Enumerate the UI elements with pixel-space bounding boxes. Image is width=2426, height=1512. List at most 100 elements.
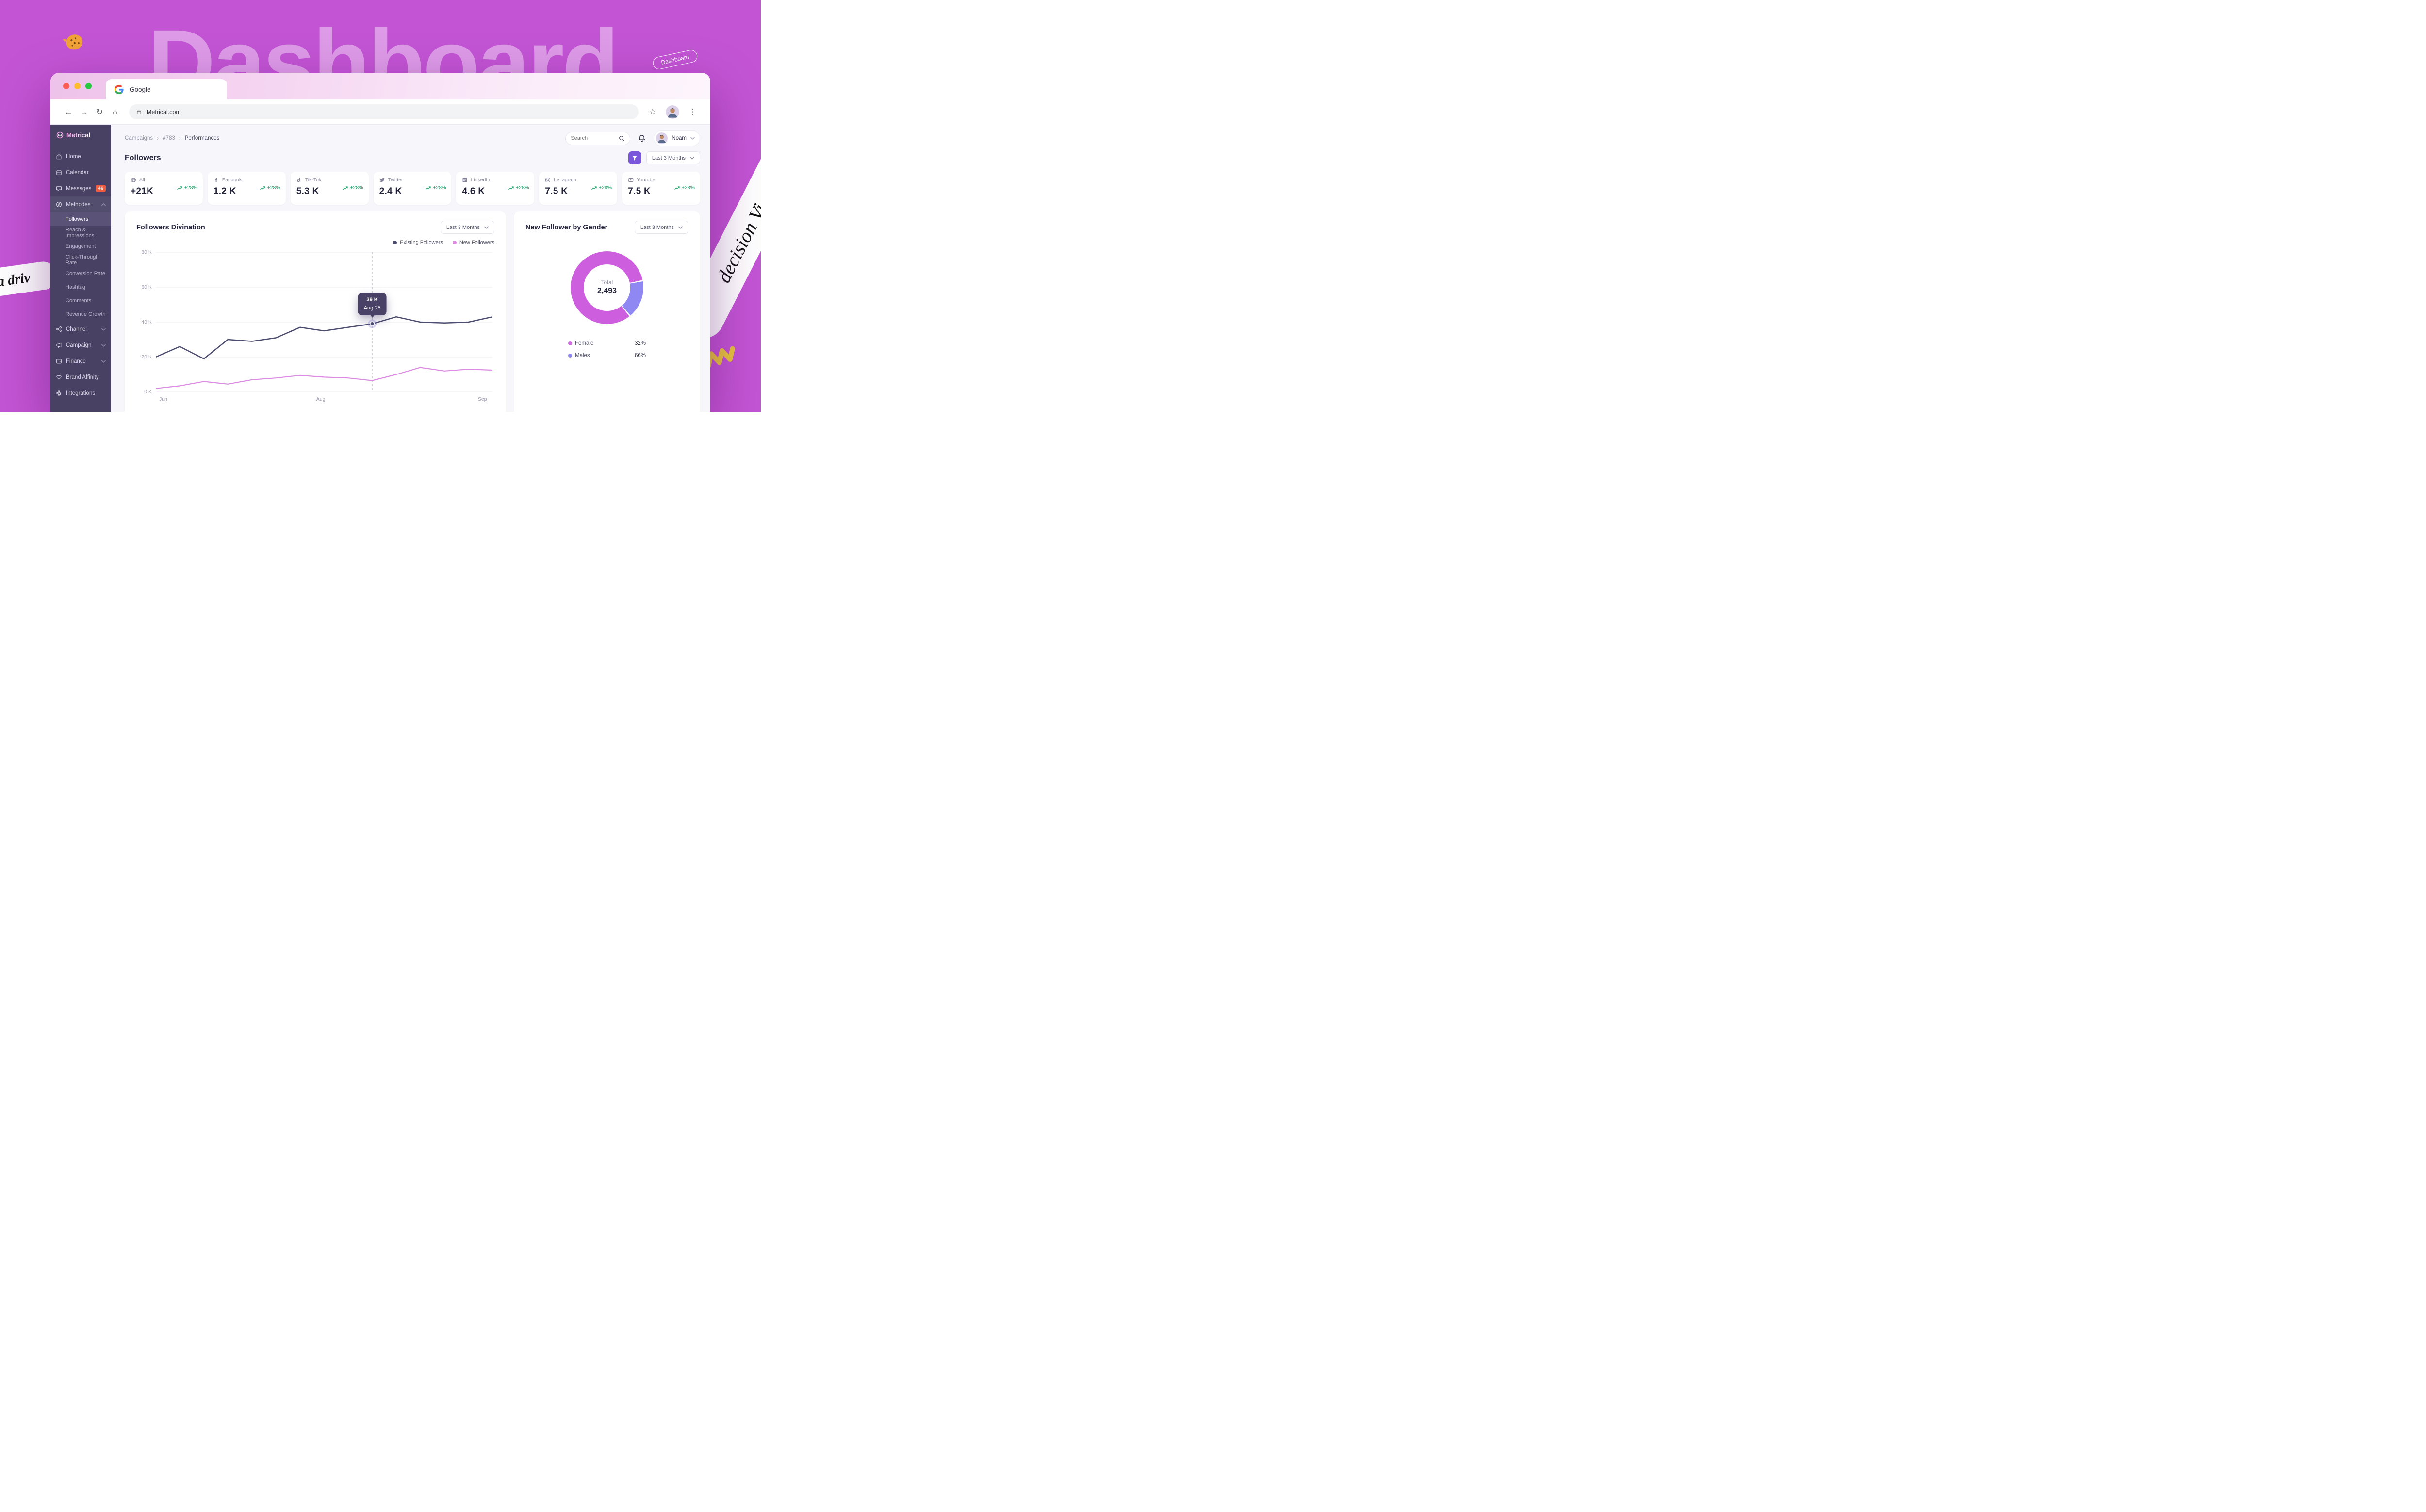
sidebar-subitem-label: Comments	[66, 298, 92, 304]
legend-existing-followers: Existing Followers	[393, 240, 443, 245]
gender-chart-range-dropdown[interactable]: Last 3 Months	[634, 221, 688, 234]
bookmark-star-icon[interactable]: ☆	[649, 107, 656, 116]
chevron-up-icon	[101, 203, 106, 206]
sidebar-item-methodes[interactable]: Methodes	[50, 196, 111, 212]
sidebar-subitem-click-through-rate[interactable]: Click-Through Rate	[50, 253, 111, 267]
sidebar-subitem-reach-impressions[interactable]: Reach & Impressions	[50, 226, 111, 240]
sidebar-subitem-hashtag[interactable]: Hashtag	[50, 280, 111, 294]
sidebar-subitem-label: Revenue Growth	[66, 311, 106, 317]
user-name: Noam	[672, 135, 687, 141]
sidebar-item-integrations[interactable]: Integrations	[50, 385, 111, 401]
breadcrumb-campaigns[interactable]: Campaigns	[125, 135, 153, 141]
window-controls	[63, 83, 92, 89]
browser-tab[interactable]: Google	[106, 79, 227, 99]
gender-chart-card: New Follower by Gender Last 3 Months Tot…	[514, 211, 700, 412]
search-box[interactable]	[565, 131, 631, 145]
browser-toolbar: ← → ↻ ⌂ Metrical.com ☆	[50, 99, 710, 125]
legend-percent: 66%	[634, 353, 646, 358]
stat-trend: +28%	[343, 185, 363, 191]
user-menu[interactable]: Noam	[654, 130, 700, 146]
stat-label: Facbook	[222, 177, 242, 183]
stat-card-instagram: Instagram 7.5 K +28%	[539, 172, 618, 205]
breadcrumb-783[interactable]: #783	[163, 135, 175, 141]
minimize-window-button[interactable]	[74, 83, 81, 89]
legend-new-followers: New Followers	[452, 240, 494, 245]
filter-button[interactable]	[628, 151, 641, 164]
close-window-button[interactable]	[63, 83, 69, 89]
reload-button[interactable]: ↻	[96, 107, 103, 116]
donut-center: Total 2,493	[584, 264, 630, 311]
gender-legend-males: Males 66%	[568, 353, 646, 358]
sidebar-subitem-conversion-rate[interactable]: Conversion Rate	[50, 267, 111, 280]
stat-trend: +28%	[591, 185, 612, 191]
home-button[interactable]: ⌂	[112, 107, 118, 116]
browser-profile-avatar[interactable]	[666, 105, 679, 119]
metrical-logo-icon	[56, 131, 64, 139]
chevron-down-icon	[101, 344, 106, 346]
stat-label: Twitter	[388, 177, 403, 183]
sidebar: Metrical Home Calendar Messages 46 Methodes F…	[50, 125, 111, 412]
breadcrumb-separator: ›	[157, 135, 159, 142]
donut-total-value: 2,493	[597, 287, 617, 295]
chevron-down-icon	[690, 137, 695, 140]
breadcrumb-performances[interactable]: Performances	[184, 135, 220, 141]
sidebar-item-brand-affinity[interactable]: Brand Affinity	[50, 369, 111, 385]
sidebar-subitem-engagement[interactable]: Engagement	[50, 240, 111, 253]
tooltip-value: 39 K	[366, 296, 378, 303]
y-axis-label: 40 K	[141, 319, 152, 325]
forward-button[interactable]: →	[80, 107, 88, 116]
brand-icon	[56, 375, 62, 380]
page-range-dropdown[interactable]: Last 3 Months	[646, 151, 700, 164]
stat-value: 1.2 K	[213, 186, 236, 196]
sidebar-item-messages[interactable]: Messages 46	[50, 180, 111, 196]
brand-logo[interactable]: Metrical	[50, 130, 111, 145]
line-chart-range-dropdown[interactable]: Last 3 Months	[440, 221, 494, 234]
sidebar-subitem-label: Hashtag	[66, 284, 85, 290]
gender-donut-chart: Total 2,493	[571, 251, 643, 324]
breadcrumb-separator: ›	[179, 135, 181, 142]
gender-chart-title: New Follower by Gender	[525, 223, 608, 231]
sidebar-item-calendar[interactable]: Calendar	[50, 164, 111, 180]
search-input[interactable]	[571, 135, 619, 141]
cookie-illustration	[61, 30, 88, 57]
sidebar-item-label: Messages	[66, 185, 92, 192]
chevron-down-icon	[678, 226, 683, 228]
app-root: Metrical Home Calendar Messages 46 Methodes F…	[50, 125, 710, 412]
sidebar-subitem-label: Conversion Rate	[66, 271, 105, 276]
donut-total-label: Total	[601, 280, 613, 286]
sidebar-subitem-comments[interactable]: Comments	[50, 294, 111, 308]
trend-up-icon	[591, 186, 597, 190]
scene: Dashboard Dashboard ta driv decision Vi	[0, 0, 761, 412]
legend-dot	[393, 241, 397, 244]
sidebar-subitem-followers[interactable]: Followers	[50, 212, 111, 226]
browser-window: Google ← → ↻ ⌂ Metrical.com ☆	[50, 73, 710, 412]
legend-label: Female	[575, 341, 594, 346]
google-logo-icon	[115, 84, 124, 94]
sidebar-item-channel[interactable]: Channel	[50, 321, 111, 337]
sidebar-item-campaign[interactable]: Campaign	[50, 337, 111, 353]
sidebar-subitem-label: Reach & Impressions	[66, 227, 95, 239]
stat-label: LinkedIn	[471, 177, 491, 183]
x-axis-label: Sep	[477, 396, 487, 402]
trend-up-icon	[343, 186, 348, 190]
maximize-window-button[interactable]	[85, 83, 92, 89]
stats-row: All +21K +28% Facbook 1.2 K +28% Tik-Tok 5.3 K +…	[125, 172, 701, 205]
sidebar-item-label: Methodes	[66, 201, 91, 208]
integrations-icon	[56, 390, 62, 396]
app-header: Campaigns › #783 › Performances	[125, 130, 700, 146]
stat-value: 2.4 K	[379, 186, 402, 196]
back-button[interactable]: ←	[64, 107, 73, 116]
sidebar-item-finance[interactable]: Finance	[50, 353, 111, 369]
address-bar[interactable]: Metrical.com	[129, 104, 639, 119]
chevron-down-icon	[101, 360, 106, 362]
stat-trend: +28%	[426, 185, 446, 191]
y-axis-label: 20 K	[141, 354, 152, 360]
stat-card-linkedin: LinkedIn 4.6 K +28%	[456, 172, 535, 205]
notifications-bell-icon[interactable]	[638, 134, 646, 143]
stat-trend-pct: +28%	[681, 185, 695, 191]
chevron-down-icon	[690, 157, 694, 159]
browser-menu-icon[interactable]: ⋮	[688, 107, 697, 116]
sidebar-subitem-revenue-growth[interactable]: Revenue Growth	[50, 308, 111, 321]
sidebar-item-home[interactable]: Home	[50, 148, 111, 164]
trend-up-icon	[674, 186, 680, 190]
